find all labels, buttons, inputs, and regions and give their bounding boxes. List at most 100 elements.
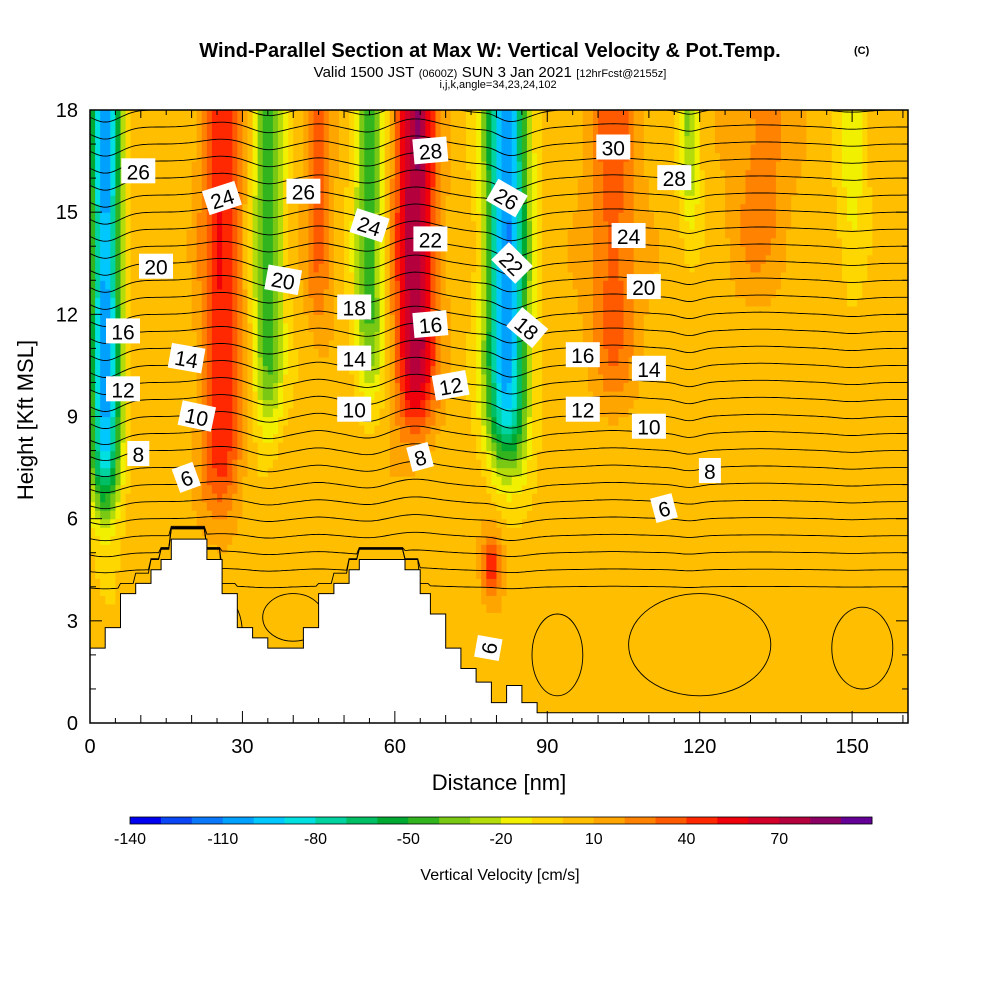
velocity-cell	[740, 518, 747, 528]
velocity-cell	[786, 552, 792, 562]
velocity-cell	[323, 569, 330, 579]
velocity-cell	[465, 476, 472, 486]
velocity-cell	[745, 603, 752, 613]
velocity-cell	[648, 688, 655, 699]
velocity-cell	[857, 671, 863, 682]
velocity-cell	[592, 544, 599, 554]
velocity-cell	[841, 654, 848, 664]
velocity-cell	[704, 578, 711, 588]
velocity-cell	[694, 561, 701, 571]
velocity-cell	[740, 527, 747, 537]
velocity-cell	[582, 459, 589, 469]
velocity-cell	[349, 544, 355, 554]
velocity-cell	[852, 467, 858, 477]
velocity-cell	[852, 535, 858, 545]
velocity-cell	[283, 544, 289, 554]
velocity-cell	[90, 620, 96, 630]
velocity-cell	[603, 569, 609, 579]
velocity-cell	[786, 637, 792, 647]
velocity-cell	[821, 697, 828, 707]
velocity-cell	[328, 527, 335, 537]
velocity-cell	[847, 552, 853, 562]
velocity-cell	[410, 476, 416, 486]
velocity-cell	[780, 595, 787, 605]
velocity-cell	[120, 501, 127, 511]
velocity-cell	[506, 663, 513, 673]
velocity-cell	[862, 697, 868, 707]
velocity-cell	[816, 476, 823, 486]
velocity-cell	[801, 484, 807, 494]
velocity-cell	[359, 527, 365, 537]
velocity-cell	[775, 646, 782, 656]
velocity-cell	[247, 586, 254, 596]
velocity-cell	[811, 552, 818, 562]
velocity-cell	[628, 561, 635, 571]
velocity-cell	[618, 646, 625, 656]
velocity-cell	[892, 680, 899, 690]
velocity-cell	[638, 612, 645, 622]
velocity-cell	[445, 569, 452, 579]
velocity-cell	[694, 688, 701, 699]
velocity-cell	[841, 612, 848, 622]
velocity-cell	[770, 697, 777, 707]
velocity-cell	[618, 603, 625, 613]
velocity-cell	[862, 569, 868, 579]
velocity-cell	[857, 569, 863, 579]
velocity-cell	[857, 484, 863, 494]
velocity-cell	[476, 561, 482, 571]
velocity-cell	[750, 654, 757, 664]
velocity-cell	[821, 527, 828, 537]
velocity-cell	[831, 552, 838, 562]
velocity-cell	[699, 586, 706, 596]
velocity-cell	[328, 552, 335, 562]
velocity-cell	[247, 527, 254, 537]
velocity-cell	[780, 493, 787, 503]
velocity-cell	[293, 544, 299, 554]
velocity-cell	[338, 501, 345, 511]
velocity-cell	[648, 544, 655, 554]
velocity-cell	[826, 561, 833, 571]
velocity-cell	[140, 535, 147, 545]
velocity-cell	[435, 510, 442, 520]
velocity-cell	[674, 620, 680, 630]
velocity-cell	[811, 518, 818, 528]
velocity-cell	[298, 510, 304, 520]
velocity-cell	[872, 484, 879, 494]
velocity-cell	[669, 484, 675, 494]
velocity-cell	[567, 518, 574, 528]
velocity-cell	[369, 518, 376, 528]
velocity-cell	[100, 484, 106, 494]
velocity-cell	[125, 527, 132, 537]
velocity-cell	[521, 603, 528, 613]
velocity-cell	[847, 663, 853, 673]
velocity-cell	[237, 620, 244, 630]
velocity-cell	[775, 697, 782, 707]
velocity-cell	[664, 518, 670, 528]
velocity-cell	[735, 510, 741, 520]
velocity-cell	[476, 518, 482, 528]
velocity-cell	[582, 510, 589, 520]
velocity-cell	[100, 603, 106, 613]
velocity-cell	[288, 527, 294, 537]
velocity-cell	[826, 663, 833, 673]
velocity-cell	[247, 552, 254, 562]
velocity-cell	[877, 671, 884, 682]
velocity-cell	[720, 578, 726, 588]
velocity-cell	[725, 663, 731, 673]
velocity-cell	[679, 671, 686, 682]
velocity-cell	[557, 484, 564, 494]
velocity-cell	[186, 518, 193, 528]
velocity-cell	[283, 595, 289, 605]
velocity-cell	[161, 501, 167, 511]
velocity-cell	[476, 544, 482, 554]
velocity-cell	[730, 629, 736, 639]
velocity-cell	[511, 680, 518, 690]
velocity-cell	[623, 620, 630, 630]
velocity-cell	[587, 527, 594, 537]
velocity-cell	[313, 510, 320, 520]
velocity-cell	[791, 561, 797, 571]
velocity-cell	[90, 501, 96, 511]
velocity-cell	[394, 527, 401, 537]
velocity-cell	[384, 535, 391, 545]
velocity-cell	[633, 527, 640, 537]
